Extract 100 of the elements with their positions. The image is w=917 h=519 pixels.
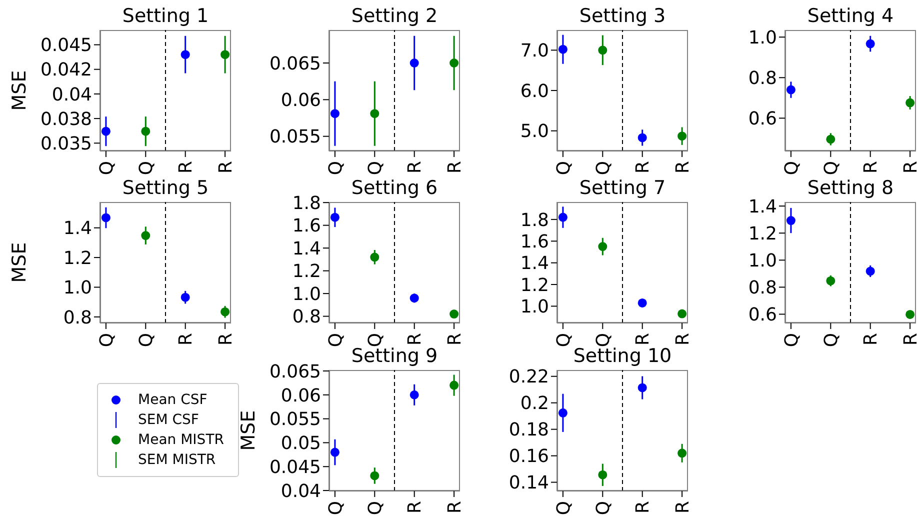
- y-tick-label: 0.6: [748, 304, 777, 326]
- chart-title: Setting 10: [572, 345, 673, 368]
- x-tick-label: R: [404, 333, 426, 346]
- x-tick-label: R: [860, 333, 882, 346]
- y-tick-label: 7.0: [520, 40, 549, 62]
- chart-title: Setting 9: [351, 345, 438, 367]
- y-tick-label: 0.18: [508, 420, 549, 441]
- y-tick-label: 1.4: [748, 196, 777, 218]
- x-tick-label: Q: [781, 161, 802, 176]
- legend-label: Mean MISTR: [138, 432, 224, 448]
- y-tick-label: 1.4: [520, 253, 549, 274]
- x-tick-label: Q: [96, 333, 118, 348]
- y-tick-label: 6.0: [520, 80, 549, 102]
- x-tick-label: Q: [781, 333, 802, 348]
- y-tick-label: 1.0: [63, 278, 92, 299]
- y-tick-label: 1.6: [520, 232, 549, 253]
- chart-title: Setting 6: [350, 176, 439, 200]
- chart-title: Setting 1: [121, 4, 210, 28]
- y-tick-label: 1.0: [520, 296, 549, 318]
- x-tick-label: R: [632, 161, 654, 174]
- y-tick-label: 1.0: [748, 27, 777, 48]
- y-tick-label: 0.14: [508, 472, 549, 494]
- y-tick-label: 0.045: [269, 457, 321, 478]
- x-tick-label: R: [672, 501, 694, 514]
- y-tick-label: 0.05: [280, 433, 321, 454]
- y-tick-label: 0.065: [269, 53, 321, 74]
- x-tick-label: Q: [592, 333, 614, 348]
- x-tick-label: Q: [364, 501, 386, 516]
- x-tick-label: Q: [553, 333, 574, 348]
- x-tick-label: R: [632, 333, 654, 346]
- y-tick-label: 1.4: [292, 238, 321, 260]
- x-tick-label: R: [900, 161, 917, 174]
- text: SEM MISTR: [138, 452, 216, 468]
- x-tick-label: Q: [325, 501, 346, 516]
- x-tick-label: Q: [592, 501, 614, 516]
- y-tick-label: 0.6: [748, 108, 777, 130]
- chart-title: Setting 3: [578, 4, 667, 28]
- x-tick-label: R: [176, 161, 197, 174]
- y-tick-label: 1.2: [748, 223, 777, 244]
- y-tick-label: 0.8: [748, 68, 777, 90]
- x-tick-label: R: [672, 161, 694, 174]
- x-tick-label: Q: [364, 161, 386, 176]
- y-tick-label: 1.2: [292, 261, 321, 282]
- x-tick-label: R: [672, 333, 694, 346]
- x-tick-label: Q: [136, 333, 157, 348]
- y-tick-label: 1.4: [63, 218, 92, 240]
- chart-title: Setting 8: [806, 176, 895, 200]
- y-tick-label: 0.04: [52, 84, 92, 106]
- x-tick-label: R: [176, 333, 197, 346]
- x-tick-label: R: [444, 161, 466, 174]
- y-tick-label: 0.035: [40, 134, 92, 155]
- y-tick-label: 0.055: [269, 126, 321, 148]
- y-tick-label: 0.2: [520, 393, 549, 414]
- y-tick-label: 0.04: [280, 480, 321, 502]
- y-axis-title: MSE: [8, 70, 31, 111]
- y-tick-label: 0.06: [280, 90, 321, 112]
- y-tick-label: 1.2: [63, 248, 92, 269]
- y-tick-label: 5.0: [520, 121, 549, 142]
- x-tick-label: Q: [553, 161, 574, 176]
- x-tick-label: Q: [553, 501, 574, 516]
- x-tick-label: Q: [364, 333, 386, 348]
- y-tick-label: 0.042: [40, 60, 92, 81]
- y-axis-title: MSE: [238, 410, 260, 451]
- y-tick-label: 0.045: [40, 35, 92, 56]
- x-tick-label: R: [404, 161, 426, 174]
- x-tick-label: Q: [96, 161, 118, 176]
- y-tick-label: 1.0: [748, 250, 777, 272]
- y-tick-label: 0.038: [40, 108, 92, 130]
- y-tick-label: 1.2: [520, 274, 549, 296]
- y-tick-label: 0.06: [280, 385, 321, 406]
- x-tick-label: Q: [325, 333, 346, 348]
- x-tick-label: Q: [820, 333, 842, 348]
- y-tick-label: 0.8: [63, 307, 92, 328]
- y-tick-label: 0.22: [508, 366, 549, 388]
- y-tick-label: 0.8: [292, 306, 321, 328]
- legend-label: Mean CSF: [138, 392, 208, 408]
- x-tick-label: R: [444, 333, 466, 346]
- y-tick-label: 0.065: [269, 361, 321, 382]
- y-tick-label: 0.055: [269, 409, 321, 430]
- x-tick-label: R: [404, 501, 426, 514]
- chart-title: Setting 7: [578, 176, 667, 200]
- y-tick-label: 1.0: [292, 284, 321, 305]
- x-tick-label: R: [632, 501, 654, 514]
- chart-title: Setting 4: [806, 4, 895, 28]
- x-tick-label: Q: [136, 161, 157, 176]
- x-tick-label: Q: [325, 161, 346, 176]
- chart-title: Setting 2: [350, 4, 439, 28]
- y-tick-label: 0.16: [508, 446, 549, 468]
- y-tick-label: 1.6: [292, 216, 321, 237]
- x-tick-label: Q: [820, 161, 842, 176]
- y-tick-label: 1.8: [292, 192, 321, 214]
- y-tick-label: 0.8: [748, 278, 777, 299]
- y-axis-title: MSE: [8, 242, 31, 283]
- text: SEM CSF: [138, 412, 199, 428]
- x-tick-label: R: [215, 161, 236, 174]
- x-tick-label: Q: [592, 161, 614, 176]
- x-tick-label: R: [444, 501, 466, 514]
- x-tick-label: R: [215, 333, 236, 346]
- x-tick-label: R: [900, 333, 917, 346]
- chart-title: Setting 5: [121, 176, 210, 200]
